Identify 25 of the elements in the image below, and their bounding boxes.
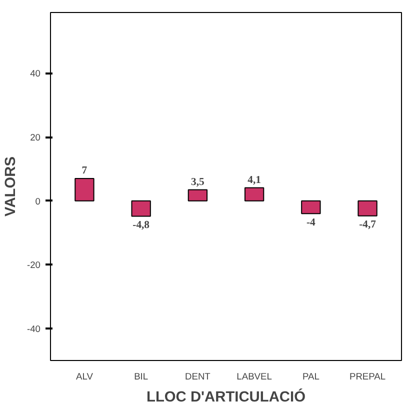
data-label: 4,1 xyxy=(248,174,261,186)
data-label: -4 xyxy=(306,217,316,228)
bar xyxy=(301,200,321,214)
x-axis-title: LLOC D'ARTICULACIÓ xyxy=(146,388,306,406)
bar xyxy=(74,178,94,202)
x-tick-label: DENT xyxy=(184,372,211,382)
x-tick-label: PREPAL xyxy=(349,372,386,382)
y-tick-label: -20 xyxy=(27,260,40,270)
x-tick-label: LABVEL xyxy=(236,372,272,382)
data-label: 3,5 xyxy=(191,176,204,188)
bar xyxy=(244,187,264,202)
y-tick-label: 0 xyxy=(35,196,41,206)
data-label: -4,7 xyxy=(359,220,377,231)
bar xyxy=(188,189,208,202)
y-tick-label: 20 xyxy=(30,132,41,143)
x-tick-label: PAL xyxy=(302,372,320,382)
y-axis-title: VALORS xyxy=(3,156,20,216)
data-label: -4,8 xyxy=(132,220,150,231)
bar xyxy=(131,200,151,217)
x-tick-label: ALV xyxy=(76,372,94,382)
y-tick-label: 40 xyxy=(30,68,41,79)
x-tick-label: BIL xyxy=(134,372,148,382)
y-tick-label: -40 xyxy=(27,324,40,334)
data-label: 7 xyxy=(82,166,88,177)
bar xyxy=(358,200,378,216)
